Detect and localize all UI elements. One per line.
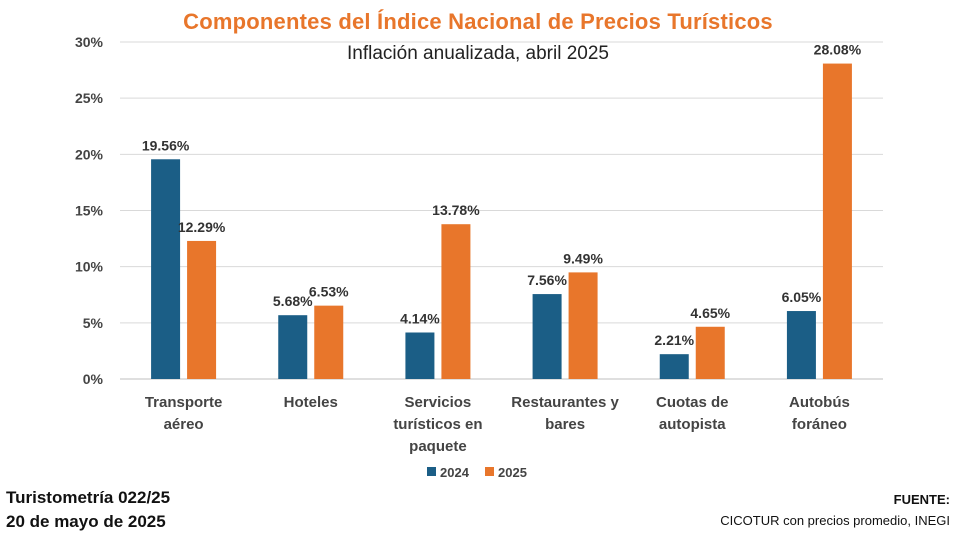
data-label-2024: 2.21% [654, 332, 694, 348]
bar-2025 [187, 240, 217, 379]
data-label-2025: 12.29% [178, 219, 226, 235]
bar-2024 [151, 159, 181, 379]
y-tick-label: 10% [75, 259, 104, 275]
category-label: foráneo [792, 416, 847, 433]
y-tick-label: 20% [75, 146, 104, 162]
report-date: 20 de mayo de 2025 [6, 512, 166, 531]
y-tick-label: 15% [75, 203, 104, 219]
data-label-2024: 4.14% [400, 310, 440, 326]
category-label: aéreo [164, 416, 204, 433]
bar-2024 [659, 354, 689, 379]
category-label: turísticos en [393, 416, 482, 433]
y-tick-label: 0% [83, 371, 104, 387]
category-label: autopista [659, 416, 726, 433]
legend-label-2025: 2025 [498, 465, 527, 480]
data-label-2025: 9.49% [563, 250, 603, 266]
category-label: Transporte [145, 394, 223, 411]
y-tick-label: 5% [83, 315, 104, 331]
legend-swatch-2025 [485, 467, 494, 476]
data-label-2024: 7.56% [527, 272, 567, 288]
data-label-2025: 13.78% [432, 202, 480, 218]
category-label: Restaurantes y [511, 394, 619, 411]
bar-2024 [405, 332, 435, 379]
category-label: Cuotas de [656, 394, 729, 411]
legend-label-2024: 2024 [440, 465, 470, 480]
report-info: Turistometría 022/25 20 de mayo de 2025 [6, 486, 170, 534]
chart-subtitle: Inflación anualizada, abril 2025 [347, 43, 609, 64]
bar-2025 [822, 63, 852, 380]
data-label-2024: 6.05% [782, 289, 822, 305]
category-label: Servicios [405, 394, 472, 411]
bar-2024 [786, 311, 816, 379]
bar-2025 [314, 305, 344, 379]
report-number: Turistometría 022/25 [6, 488, 171, 507]
data-label-2025: 28.08% [814, 42, 862, 58]
source-info: FUENTE: CICOTUR con precios promedio, IN… [720, 489, 950, 531]
y-tick-label: 30% [75, 34, 104, 50]
data-label-2024: 5.68% [273, 293, 313, 309]
source-label: FUENTE: [893, 492, 950, 507]
category-label: Hoteles [284, 394, 338, 411]
category-label: bares [545, 416, 585, 433]
data-label-2025: 6.53% [309, 284, 349, 300]
data-label-2025: 4.65% [690, 305, 730, 321]
bar-2025 [695, 326, 725, 379]
category-label: paquete [409, 438, 467, 455]
bar-2025 [568, 272, 598, 379]
category-label: Autobús [789, 394, 850, 411]
chart-title: Componentes del Índice Nacional de Preci… [183, 9, 773, 34]
y-tick-label: 25% [75, 90, 104, 106]
bar-2024 [278, 315, 308, 379]
legend-swatch-2024 [427, 467, 436, 476]
bar-2024 [532, 294, 562, 379]
source-text: CICOTUR con precios promedio, INEGI [720, 513, 950, 528]
data-label-2024: 19.56% [142, 137, 190, 153]
bar-2025 [441, 224, 471, 379]
